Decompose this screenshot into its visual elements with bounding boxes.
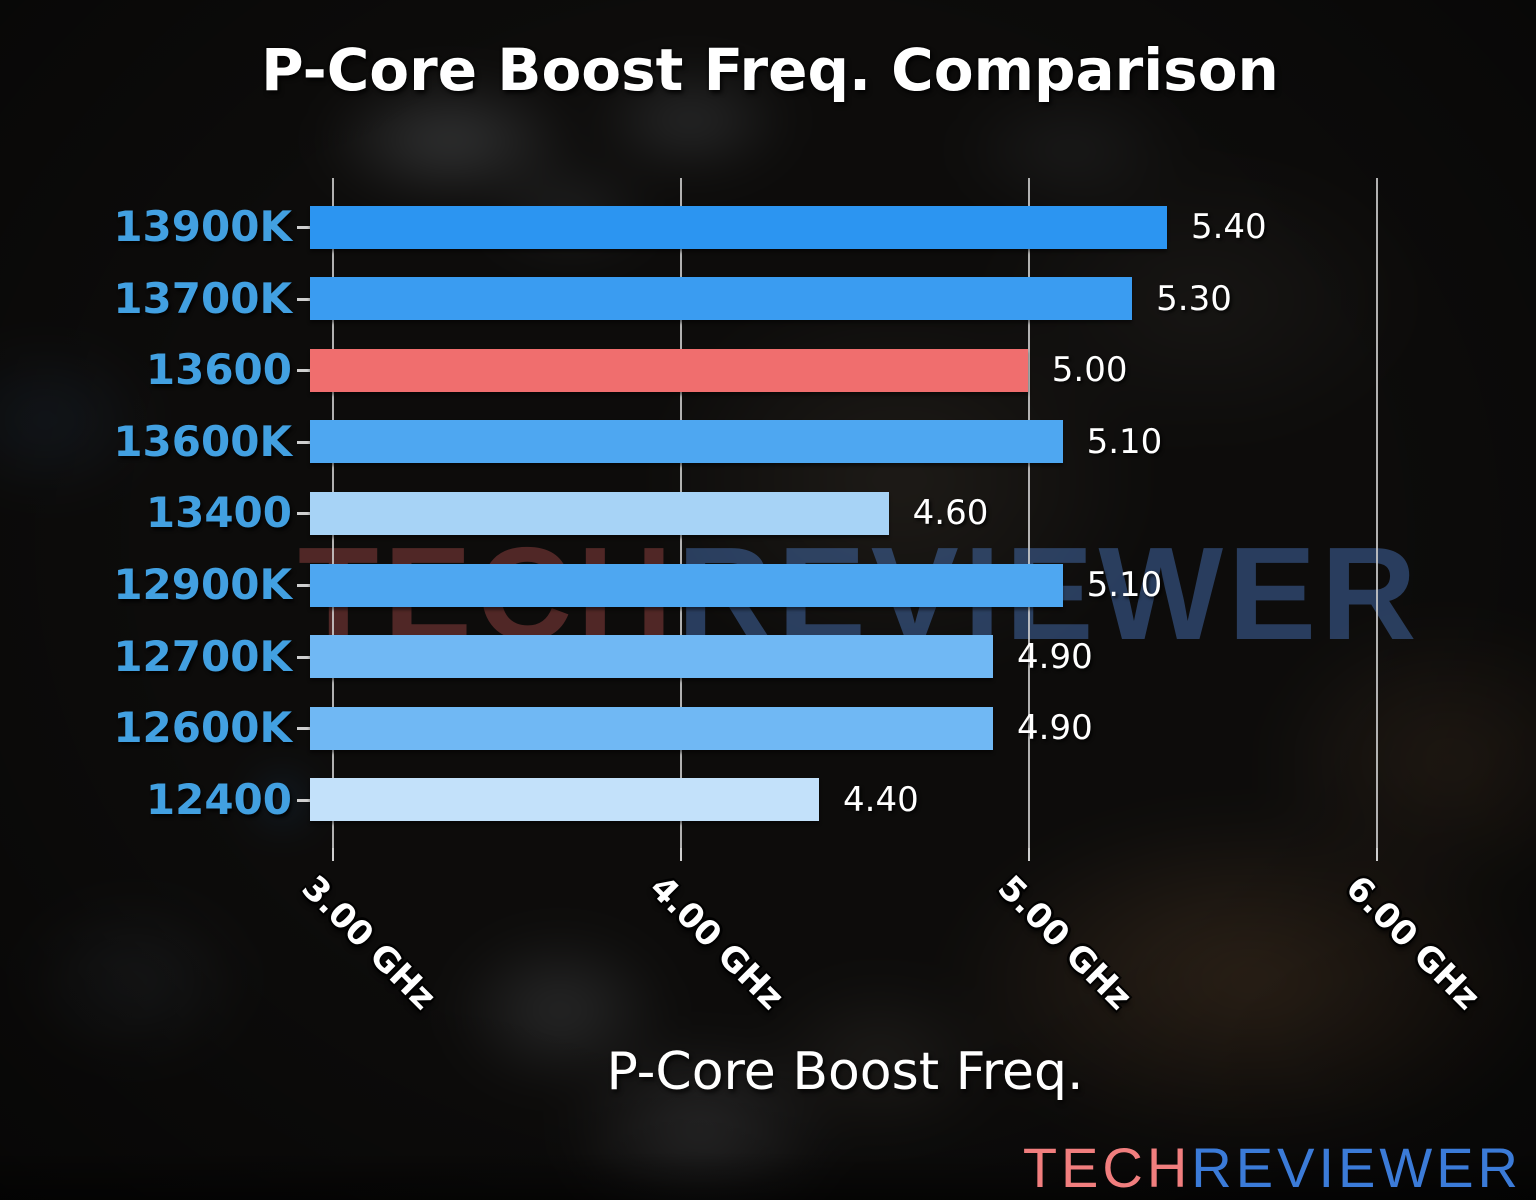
chart-title: P-Core Boost Freq. Comparison — [261, 36, 1279, 104]
category-label: 13600K — [113, 416, 292, 466]
value-label: 5.30 — [1156, 278, 1232, 319]
techreviewer-logo: TECHREVIEWER — [1023, 1140, 1522, 1196]
y-tick-mark — [297, 440, 310, 444]
bar-13700k — [310, 277, 1133, 321]
value-label: 4.90 — [1017, 708, 1093, 749]
x-axis-title: P-Core Boost Freq. — [606, 1042, 1084, 1102]
category-label: 13600 — [145, 345, 292, 395]
value-label: 5.10 — [1086, 565, 1163, 605]
y-tick-mark — [297, 512, 310, 516]
y-tick-mark — [297, 369, 310, 373]
bar-13600k — [310, 420, 1063, 464]
category-label: 12600K — [113, 703, 292, 753]
value-label: 4.90 — [1017, 636, 1093, 677]
bar-13600 — [310, 348, 1028, 392]
y-tick-mark — [297, 226, 310, 229]
y-tick-mark — [297, 727, 310, 731]
category-label: 12700K — [113, 631, 292, 681]
y-tick-mark — [297, 655, 310, 659]
value-label: 5.40 — [1190, 207, 1267, 247]
value-label: 5.10 — [1086, 421, 1163, 462]
category-label: 12400 — [145, 774, 292, 824]
logo-tech-text: TECH — [1022, 1136, 1192, 1199]
category-label: 12900K — [113, 560, 292, 609]
category-label: 13700K — [113, 273, 292, 323]
logo-reviewer-text: REVIEWER — [1191, 1136, 1522, 1199]
x-tick-mark — [331, 848, 334, 861]
bar-12600k — [310, 706, 993, 750]
value-label: 5.00 — [1051, 350, 1128, 391]
bar-12400 — [310, 778, 820, 822]
category-label: 13900K — [113, 202, 292, 251]
y-tick-mark — [297, 584, 310, 587]
x-tick-mark — [1027, 848, 1030, 861]
bar-12900k — [310, 563, 1063, 607]
bar-13400 — [310, 491, 889, 535]
value-label: 4.60 — [912, 493, 989, 534]
value-label: 4.40 — [843, 779, 919, 820]
x-gridline — [1027, 178, 1030, 848]
y-tick-mark — [297, 297, 310, 301]
x-tick-mark — [679, 848, 682, 861]
y-tick-mark — [297, 798, 310, 802]
x-gridline — [1375, 178, 1378, 848]
bar-12700k — [310, 635, 993, 679]
category-label: 13400 — [145, 488, 292, 538]
bar-13900k — [310, 205, 1167, 249]
x-tick-mark — [1375, 848, 1378, 861]
